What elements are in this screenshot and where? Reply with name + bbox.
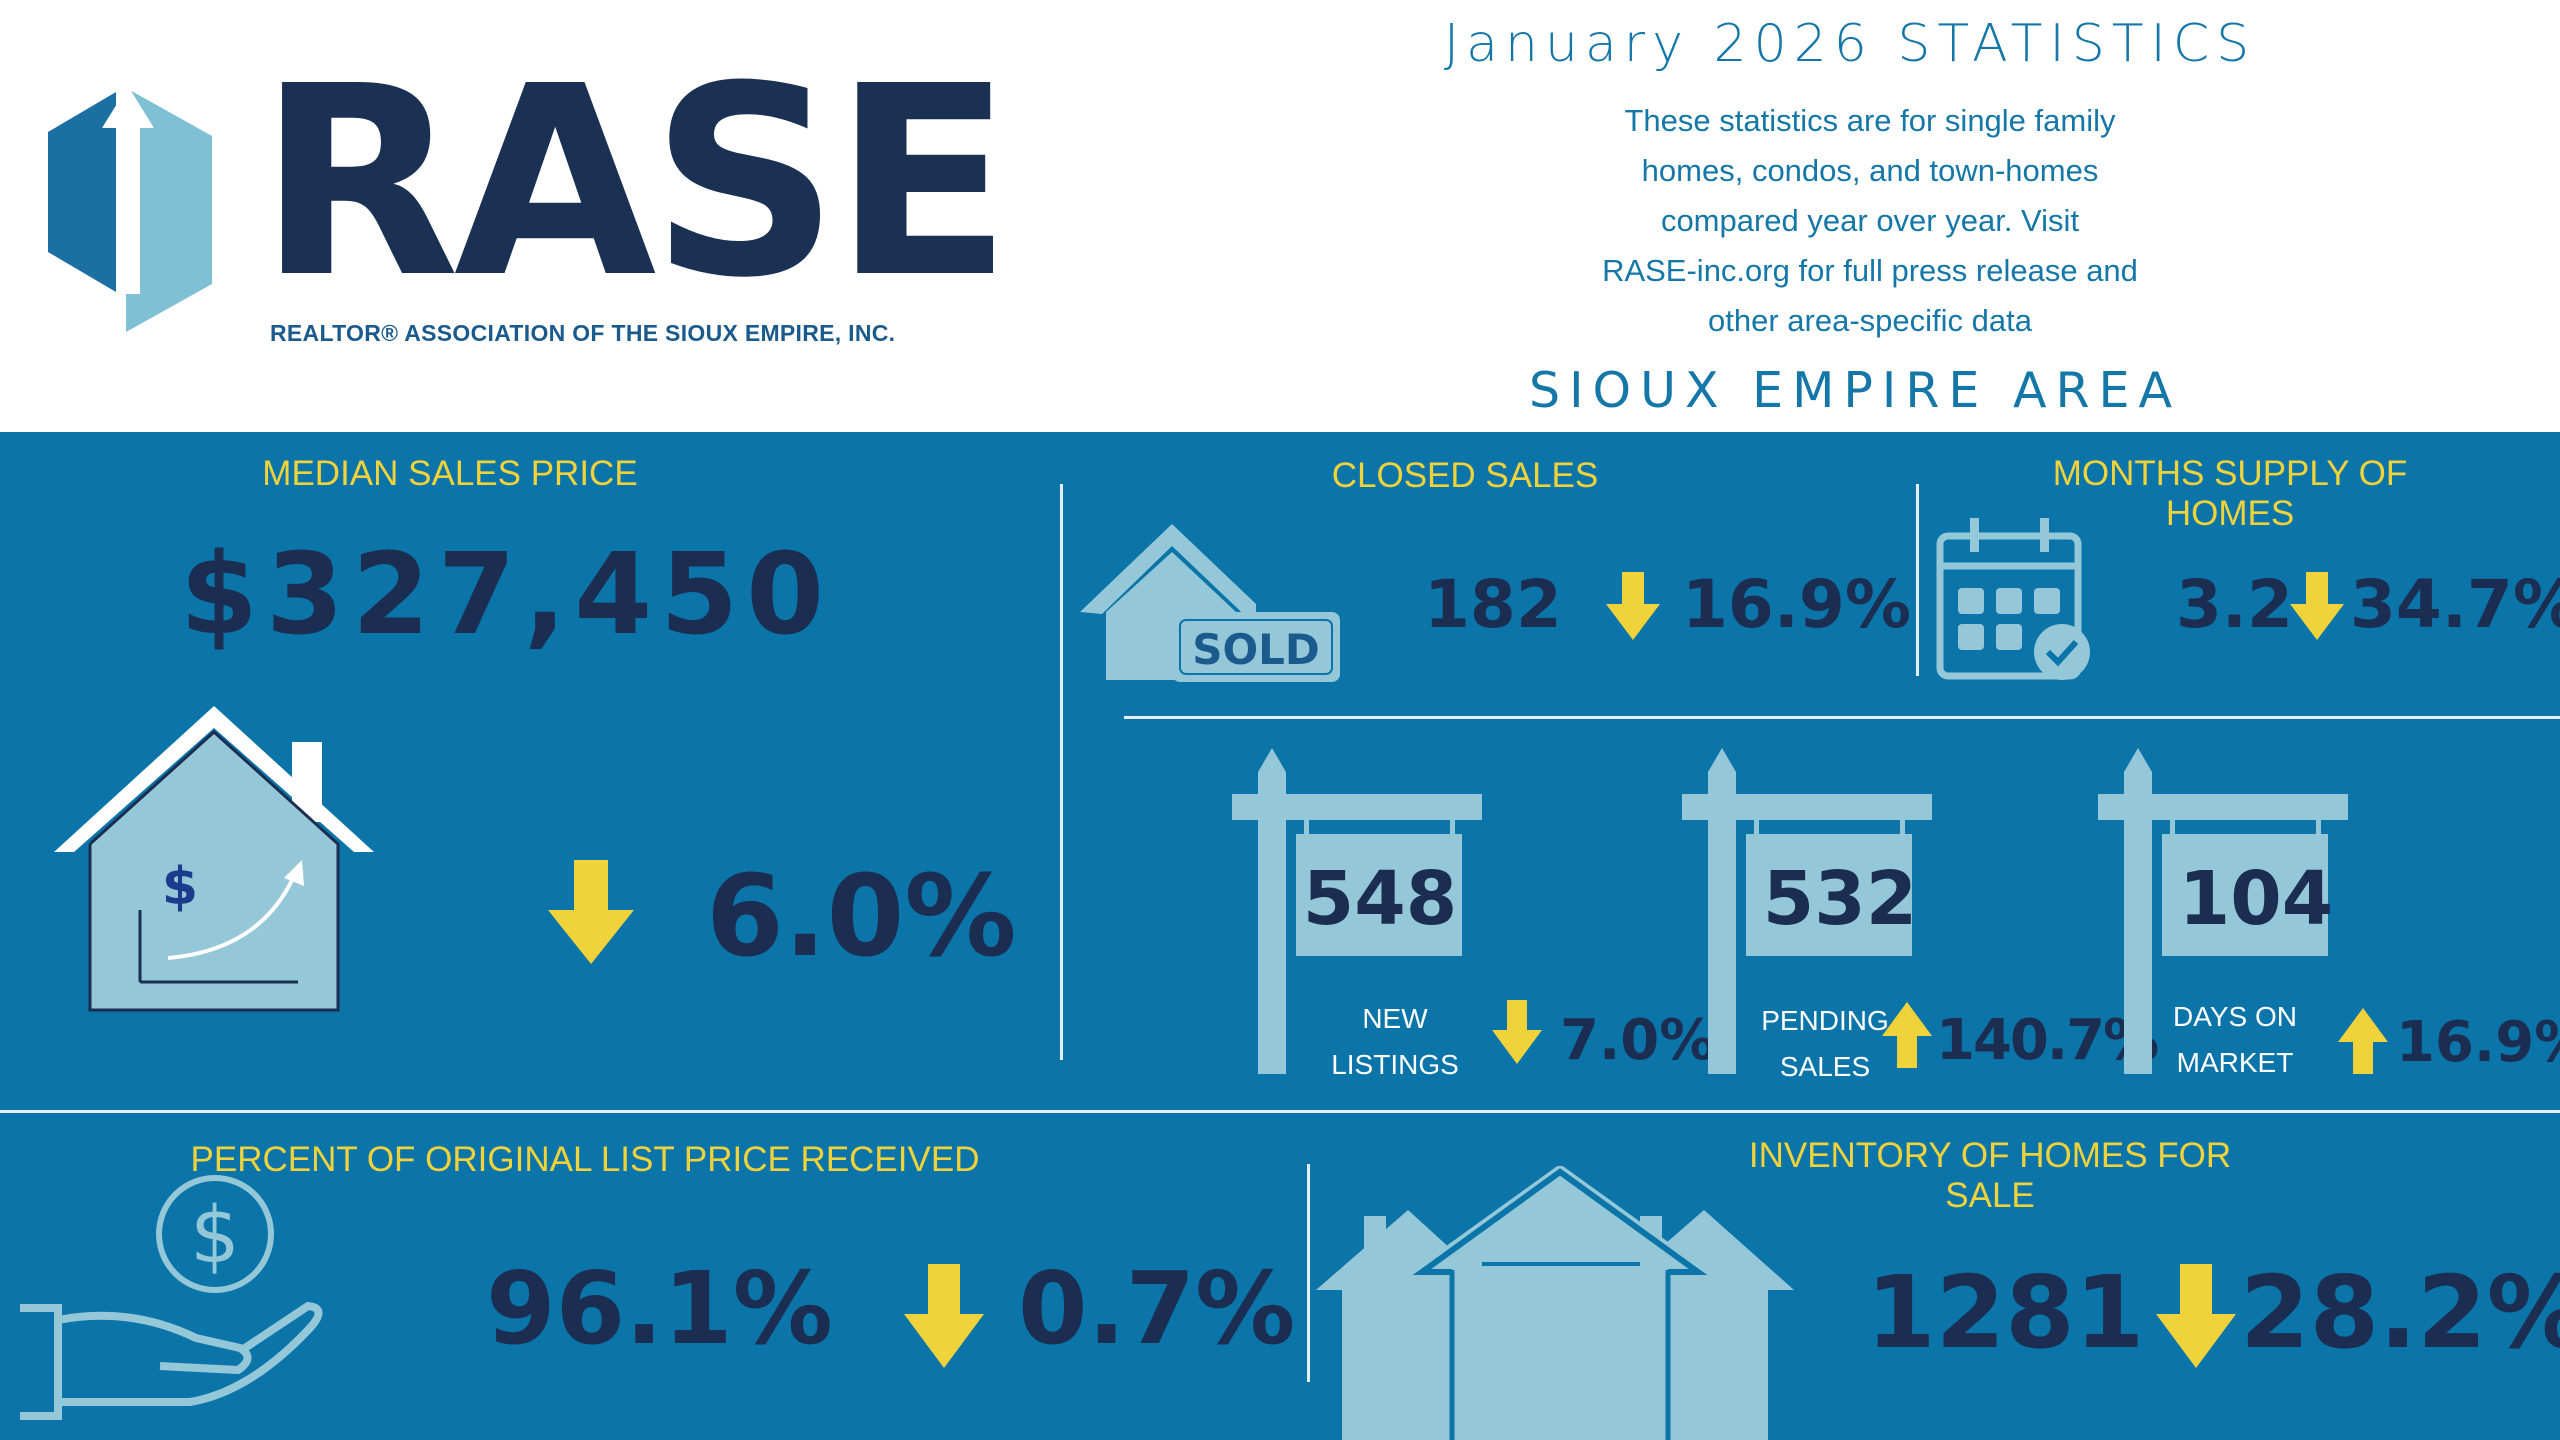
dom-up-arrow-icon	[2338, 1008, 2388, 1074]
new-listings-label-line2: LISTINGS	[1331, 1049, 1459, 1080]
page-title: January 2026 STATISTICS	[1443, 14, 2257, 74]
house-sold-icon: SOLD	[1080, 524, 1340, 682]
new-listings-value: 548	[1302, 856, 1458, 942]
dom-label: DAYS ON MARKET	[2150, 994, 2320, 1086]
dom-label-line1: DAYS ON	[2173, 1001, 2297, 1032]
logo-wordmark: RASE	[258, 30, 1012, 335]
dom-label-line2: MARKET	[2176, 1047, 2294, 1078]
inventory-label: INVENTORY OF HOMES FOR SALE	[1748, 1136, 2232, 1215]
divider-vertical-left	[1060, 484, 1063, 1060]
supply-down-arrow-icon	[2290, 572, 2344, 640]
list-price-value: 96.1%	[486, 1250, 833, 1367]
median-down-arrow-icon	[548, 860, 634, 964]
description: These statistics are for single family h…	[1510, 96, 2230, 346]
pending-label-line2: SALES	[1779, 1051, 1871, 1082]
divider-horizontal-bottom	[0, 1110, 2560, 1113]
header-banner	[0, 0, 2560, 432]
sign-post-icon	[1232, 748, 1482, 1074]
sign-post-icon	[1682, 748, 1932, 1074]
supply-change: 34.7%	[2350, 566, 2560, 643]
description-line: These statistics are for single family	[1624, 103, 2116, 138]
supply-value: 3.2	[2176, 566, 2293, 643]
description-line: RASE-inc.org for full press release and	[1602, 253, 2138, 288]
new-listings-label-line1: NEW	[1362, 1003, 1428, 1034]
pending-value: 532	[1762, 856, 1918, 942]
sold-sign-text: SOLD	[1192, 625, 1320, 674]
divider-vertical-bottom	[1307, 1164, 1310, 1382]
list-price-label: PERCENT OF ORIGINAL LIST PRICE RECEIVED	[190, 1140, 980, 1179]
pending-label: PENDING SALES	[1740, 998, 1910, 1090]
median-value: $327,450	[180, 530, 833, 660]
area-title: SIOUX EMPIRE AREA	[1529, 362, 2181, 419]
closed-label: CLOSED SALES	[1331, 456, 1599, 495]
supply-label: MONTHS SUPPLY OF HOMES	[2052, 454, 2408, 533]
closed-down-arrow-icon	[1606, 572, 1660, 640]
dom-change: 16.9%	[2396, 1010, 2560, 1075]
logo-mark-icon	[48, 86, 212, 332]
divider-vertical-top	[1916, 484, 1919, 676]
hand-coin-icon: $	[20, 1175, 323, 1420]
description-line: other area-specific data	[1708, 303, 2032, 338]
house-dollar-sign: $	[162, 857, 198, 917]
closed-change: 16.9%	[1682, 566, 1911, 643]
pending-label-line1: PENDING	[1761, 1005, 1889, 1036]
sign-post-icon	[2098, 748, 2348, 1074]
description-line: homes, condos, and town-homes	[1641, 153, 2099, 188]
list-price-down-arrow-icon	[904, 1264, 984, 1368]
coin-dollar-sign: $	[190, 1191, 240, 1281]
description-line: compared year over year. Visit	[1660, 203, 2080, 238]
median-label: MEDIAN SALES PRICE	[262, 454, 638, 493]
new-listings-down-arrow-icon	[1492, 1000, 1542, 1064]
calendar-icon	[1936, 518, 2090, 680]
inventory-value: 1281	[1866, 1254, 2145, 1371]
logo-subtitle: REALTOR® ASSOCIATION OF THE SIOUX EMPIRE…	[270, 320, 896, 346]
median-change: 6.0%	[706, 852, 1017, 982]
list-price-change: 0.7%	[1018, 1250, 1296, 1367]
inventory-down-arrow-icon	[2156, 1264, 2236, 1368]
houses-icon	[1316, 1166, 1794, 1440]
new-listings-label: NEW LISTINGS	[1310, 996, 1480, 1088]
dom-value: 104	[2178, 856, 2334, 942]
divider-horizontal-mid	[1124, 716, 2560, 719]
new-listings-change: 7.0%	[1560, 1008, 1716, 1073]
inventory-change: 28.2%	[2240, 1254, 2560, 1371]
house-chart-icon: $	[54, 706, 374, 1012]
pending-up-arrow-icon	[1882, 1002, 1932, 1068]
closed-value: 182	[1424, 566, 1562, 643]
pending-change: 140.7%	[1936, 1008, 2159, 1073]
